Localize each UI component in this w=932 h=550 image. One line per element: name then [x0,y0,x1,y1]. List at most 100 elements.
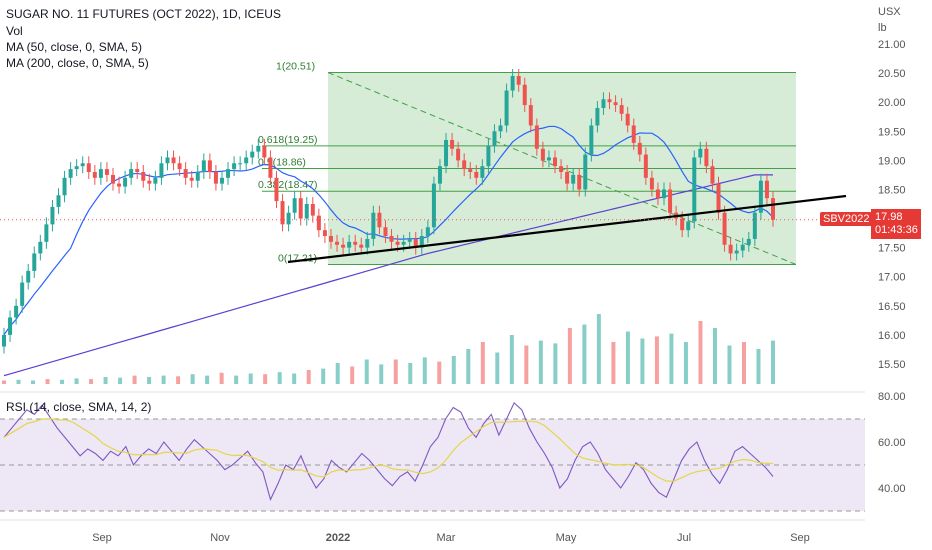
candle-body [716,183,721,213]
candle-body [92,172,97,178]
candle-body [20,282,25,306]
candle-body [147,180,152,184]
candle-body [704,148,709,167]
price-tick-label: 18.50 [878,184,906,196]
rsi-tick-label: 40.00 [878,483,906,495]
candle-body [226,169,231,178]
candle-body [498,125,503,132]
candle-body [758,180,763,213]
indicator-ma50[interactable]: MA (50, close, 0, SMA, 5) [6,40,143,54]
axis-unit: lb [878,22,887,34]
candle-body [625,113,630,126]
candle-body [383,227,388,236]
time-tick-label: Jul [677,532,691,544]
candle-body [722,212,727,245]
candle-body [44,224,49,242]
candle-body [522,84,527,106]
candle-body [80,163,85,167]
candle-body [631,125,636,143]
volume-bar [683,342,688,384]
support-trendline [287,194,847,264]
rsi-legend[interactable]: RSI (14, close, SMA, 14, 2) [6,400,152,414]
volume-bar [640,338,645,384]
candle-body [510,76,515,91]
volume-bar [480,342,485,384]
candle-body [335,241,340,245]
candle-body [110,174,115,184]
price-tick-label: 21.00 [878,39,906,51]
volume-bar [756,349,761,384]
volume-bar [698,321,703,384]
candle-body [431,183,436,228]
candle-body [637,142,642,155]
candle-body [328,236,333,242]
candle-body [401,241,406,245]
candle-body [219,177,224,184]
volume-bar [567,328,572,384]
candle-body [256,145,261,152]
volume-bar [321,368,326,384]
candle-body [56,195,61,207]
candle-body [395,241,400,245]
candle-body [2,334,6,347]
candle-body [195,172,200,181]
candle-body [232,163,237,170]
volume-bar [422,357,427,384]
chart-title: SUGAR NO. 11 FUTURES (OCT 2022), 1D, ICE… [6,6,281,22]
volume-bar [263,374,268,384]
time-tick-label: Mar [437,532,456,544]
candle-body [347,241,352,248]
candle-body [468,169,473,172]
volume-bar [466,349,471,384]
candle-body [123,177,128,187]
candle-body [504,90,509,126]
volume-bar [741,342,746,384]
candle-body [583,154,588,190]
volume-bar [611,342,616,384]
candle-body [528,105,533,126]
candle-body [135,169,140,172]
candle-body [50,206,55,225]
candle-body [201,160,206,172]
candle-body [752,212,757,239]
candle-body [686,221,691,231]
candle-body [238,163,243,165]
volume-bar [669,333,674,384]
candle-body [177,163,182,170]
price-tick-label: 16.50 [878,301,906,313]
candle-body [734,250,739,254]
candle-body [613,102,618,106]
candle-body [129,169,134,178]
candle-body [692,157,697,222]
volume-bar [147,377,152,384]
candle-body [425,227,430,236]
candle-body [14,305,19,318]
candle-body [662,189,667,199]
volume-bar [74,378,79,384]
candle-body [341,244,346,248]
candle-body [389,236,394,242]
volume-bar [524,345,529,384]
candle-body [559,166,564,172]
candle-body [98,169,103,178]
volume-bar [176,376,181,384]
rsi-tick-label: 80.00 [878,391,906,403]
indicator-vol[interactable]: Vol [6,24,23,38]
volume-bar [190,374,195,384]
fib-level-label: 0.618(19.25) [258,134,318,146]
candle-body [262,145,267,158]
price-tick-label: 16.00 [878,330,906,342]
indicator-ma200[interactable]: MA (200, close, 0, SMA, 5) [6,56,149,70]
time-tick-label: Sep [790,532,810,544]
volume-bar [408,363,413,384]
candle-body [571,174,576,184]
volume-bar [292,373,297,384]
candle-body [250,151,255,158]
volume-bar [538,340,543,384]
volume-bar [248,373,253,384]
time-tick-label: 2022 [326,532,350,544]
volume-bar [393,359,398,384]
last-price-tag: 17.98 01:43:36 [871,209,921,239]
candle-body [619,105,624,114]
